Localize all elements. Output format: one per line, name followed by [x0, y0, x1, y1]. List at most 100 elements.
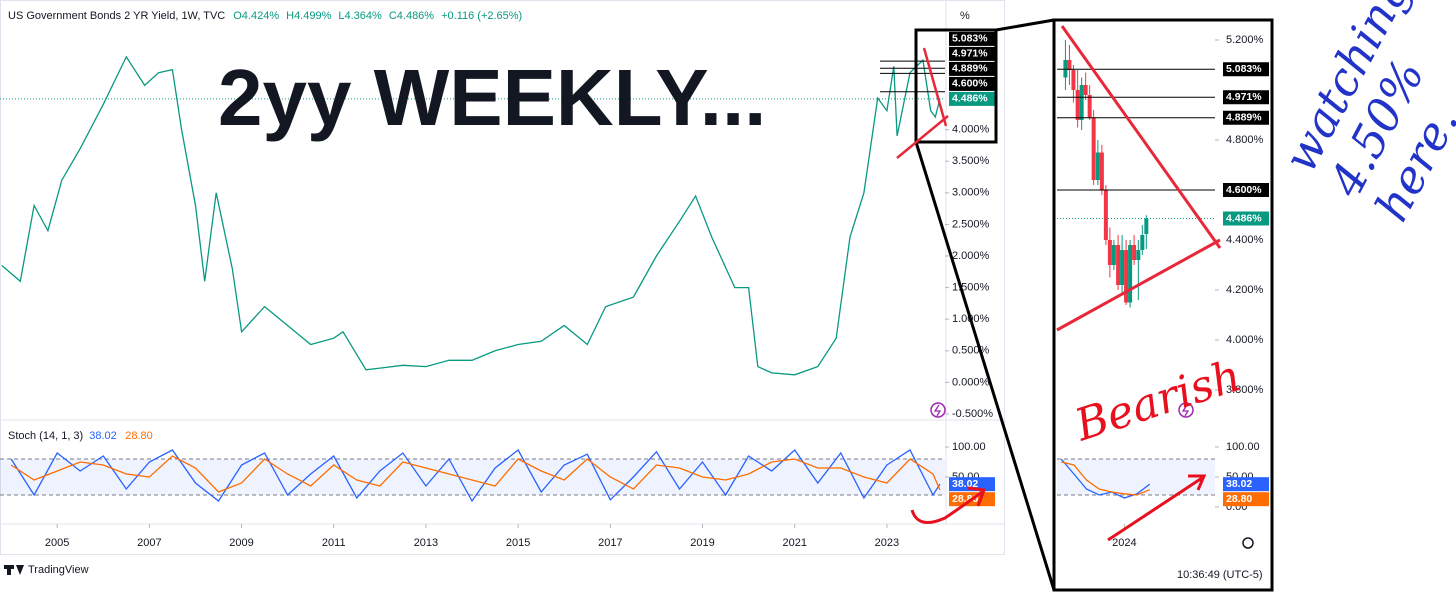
- candle-body: [1124, 250, 1129, 303]
- price-label: 4.486%: [1226, 212, 1262, 224]
- chart-layer: US Government Bonds 2 YR Yield, 1W, TVC O…: [0, 10, 1269, 549]
- header-stat: H4.499%: [286, 10, 331, 22]
- price-label: 5.083%: [952, 33, 988, 45]
- price-label-box: [949, 76, 995, 91]
- candle-body: [1103, 190, 1108, 240]
- candle-body: [1128, 245, 1133, 303]
- candle-body: [1132, 245, 1137, 260]
- y-tick-label: 2.500%: [952, 218, 990, 230]
- y-tick-label: 3.800%: [1226, 384, 1264, 396]
- x-tick-label: 2007: [137, 537, 161, 549]
- y-tick-label: 0.000%: [952, 376, 990, 388]
- alert-icon[interactable]: [930, 402, 946, 418]
- header-stat: O4.424%: [233, 10, 279, 22]
- price-label-box: [1223, 90, 1269, 105]
- price-label: 4.971%: [1226, 91, 1262, 103]
- hand-arrow: [1107, 474, 1207, 542]
- x-tick-label: 2021: [782, 537, 806, 549]
- y-tick-label: 2.000%: [952, 250, 990, 262]
- alert-icon-bolt: [933, 404, 942, 417]
- hand-arrow: [910, 486, 987, 524]
- y-tick-label: 3.500%: [952, 155, 990, 167]
- price-label: 4.971%: [952, 48, 988, 60]
- y-tick-label: 4.000%: [1226, 334, 1264, 346]
- price-label-box: [949, 46, 995, 61]
- trend-line: [1056, 238, 1221, 332]
- price-label-box: [949, 477, 995, 492]
- candle-body: [1107, 240, 1112, 265]
- x-tick-label: 2024: [1112, 537, 1136, 549]
- chart-title: US Government Bonds 2 YR Yield, 1W, TVC: [8, 10, 225, 22]
- brand: TradingView: [28, 564, 89, 576]
- candle-body: [1140, 235, 1145, 250]
- x-tick-label: 2011: [322, 537, 346, 549]
- price-label-box: [949, 61, 995, 76]
- x-tick-label: 2019: [690, 537, 714, 549]
- logo: [4, 565, 24, 575]
- series-line: [10, 455, 941, 493]
- trend-line: [1060, 25, 1222, 249]
- legend-value: 38.02: [89, 430, 117, 442]
- price-label-box: [1223, 110, 1269, 125]
- axis-unit: %: [960, 10, 970, 22]
- candle-body: [1079, 85, 1084, 120]
- price-label-box: [1223, 492, 1269, 507]
- candle-body: [1091, 117, 1096, 180]
- y-tick-label: 1.500%: [952, 282, 990, 294]
- y-tick-label: 4.000%: [952, 124, 990, 136]
- trend-line: [922, 47, 948, 127]
- x-tick-label: 2005: [45, 537, 69, 549]
- candle-body: [1144, 218, 1149, 234]
- y-tick-label: 4.800%: [1226, 134, 1264, 146]
- headline: 2yy WEEKLY...: [218, 53, 766, 142]
- candle-body: [1083, 85, 1088, 95]
- price-label: 4.889%: [952, 63, 988, 75]
- y-tick-label: 4.400%: [1226, 234, 1264, 246]
- zoom-panel: [1052, 18, 1274, 592]
- candle-body: [1071, 70, 1076, 90]
- x-tick-label: 2023: [875, 537, 899, 549]
- handwritten-note: watching4.50%here...: [1273, 0, 1456, 230]
- connector: [995, 18, 1055, 32]
- candle-body: [1087, 95, 1092, 118]
- price-label: 4.600%: [1226, 184, 1262, 196]
- clock: 10:36:49 (UTC-5): [1177, 569, 1263, 581]
- price-label-box: [949, 31, 995, 46]
- price-label-box: [1223, 62, 1269, 77]
- trend-line: [896, 115, 949, 159]
- alert-icon-bolt: [1181, 404, 1190, 417]
- x-tick-label: 2009: [229, 537, 253, 549]
- series-line: [10, 449, 941, 503]
- price-label: 4.889%: [1226, 112, 1262, 124]
- y-tick-label: 3.000%: [952, 187, 990, 199]
- y-tick-label: 100.00: [1226, 441, 1260, 453]
- stoch-band: [0, 459, 945, 495]
- price-label: 28.80: [952, 493, 978, 505]
- price-label-box: [1223, 477, 1269, 492]
- alert-icon[interactable]: [1178, 402, 1194, 418]
- x-tick-label: 2015: [506, 537, 530, 549]
- price-label: 4.486%: [952, 93, 988, 105]
- candle-body: [1111, 245, 1116, 265]
- y-tick-label: -0.500%: [952, 408, 993, 420]
- header-stat: C4.486%: [389, 10, 434, 22]
- connector: [914, 141, 1056, 591]
- price-label: 28.80: [1226, 493, 1252, 505]
- y-tick-label: 4.200%: [1226, 284, 1264, 296]
- candle-body: [1075, 90, 1080, 120]
- series-line: [1061, 461, 1150, 496]
- candle-body: [1120, 250, 1125, 285]
- settings-icon[interactable]: [1242, 537, 1254, 549]
- highlight-box: [914, 28, 998, 144]
- y-tick-label: 0.500%: [952, 345, 990, 357]
- series-line: [1, 55, 941, 376]
- chart-title: Stoch (14, 1, 3): [8, 430, 83, 442]
- candle-body: [1116, 245, 1121, 285]
- price-label-box: [1223, 211, 1269, 226]
- header-stat: +0.116 (+2.65%): [441, 10, 522, 22]
- bearish-note: Bearish: [1068, 350, 1247, 452]
- price-label: 4.600%: [952, 78, 988, 90]
- header-stat: L4.364%: [338, 10, 382, 22]
- price-label: 38.02: [1226, 478, 1252, 490]
